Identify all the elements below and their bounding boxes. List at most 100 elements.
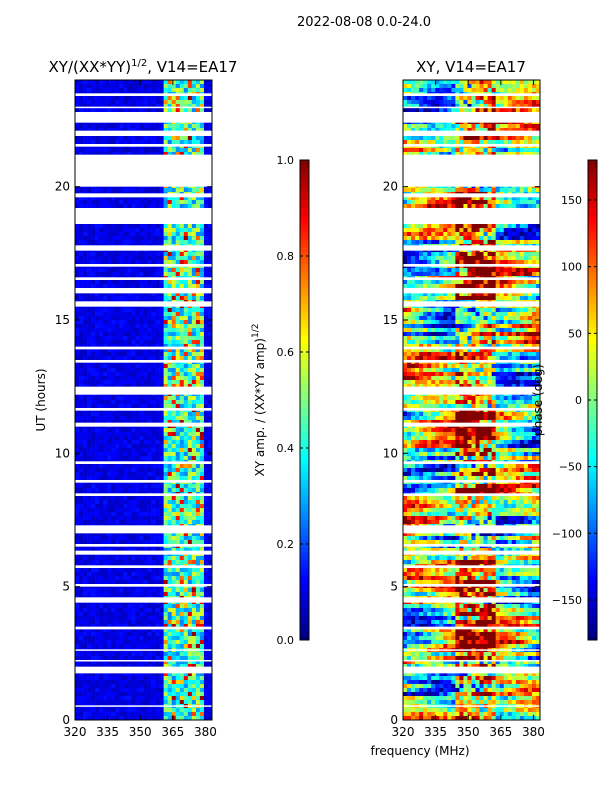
- heat-cell: [99, 240, 104, 245]
- heat-cell: [79, 352, 84, 357]
- heat-cell: [91, 404, 96, 409]
- heat-cell: [119, 572, 124, 577]
- heat-cell: [179, 468, 185, 473]
- heat-cell: [95, 196, 100, 201]
- heat-cell: [127, 636, 132, 641]
- heat-cell: [79, 368, 84, 373]
- heat-cell: [83, 316, 88, 321]
- heat-cell: [87, 100, 92, 105]
- heat-cell: [191, 476, 197, 481]
- heat-cell: [151, 580, 156, 585]
- heat-cell: [159, 128, 164, 133]
- heat-cell: [187, 664, 193, 669]
- heat-cell: [167, 448, 173, 453]
- heat-cell: [79, 124, 84, 129]
- heat-cell: [119, 324, 124, 329]
- heat-cell: [159, 272, 164, 277]
- heat-cell: [199, 124, 205, 129]
- heat-cell: [175, 140, 181, 145]
- heat-cell: [171, 592, 177, 597]
- heat-cell: [83, 340, 88, 345]
- heat-cell: [87, 268, 92, 273]
- heat-cell: [83, 260, 88, 265]
- heat-cell: [135, 108, 140, 113]
- heat-cell: [99, 104, 104, 109]
- heat-cell: [123, 368, 128, 373]
- heat-cell: [159, 632, 164, 637]
- heat-cell: [123, 128, 128, 133]
- heat-cell: [143, 568, 148, 573]
- heat-cell: [107, 556, 112, 561]
- heat-cell: [135, 292, 140, 297]
- heat-cell: [119, 84, 124, 89]
- heat-cell: [111, 368, 116, 373]
- heat-cell: [103, 240, 108, 245]
- heat-cell: [179, 108, 185, 113]
- heat-cell: [171, 136, 177, 141]
- heat-cell: [183, 456, 189, 461]
- heat-cell: [183, 632, 189, 637]
- heat-cell: [107, 432, 112, 437]
- heat-cell: [99, 420, 104, 425]
- heat-cell: [119, 636, 124, 641]
- heat-cell: [139, 224, 144, 229]
- heat-cell: [83, 308, 88, 313]
- heat-cell: [95, 556, 100, 561]
- heat-cell: [127, 444, 132, 449]
- heat-cell: [183, 188, 189, 193]
- heat-cell: [87, 664, 92, 669]
- heat-cell: [195, 640, 201, 645]
- heat-cell: [75, 660, 80, 665]
- heat-cell: [91, 576, 96, 581]
- heat-cell: [151, 476, 156, 481]
- heat-cell: [99, 444, 104, 449]
- heat-cell: [111, 500, 116, 505]
- heat-cell: [115, 108, 120, 113]
- heat-cell: [171, 576, 177, 581]
- heat-cell: [87, 232, 92, 237]
- heat-cell: [147, 284, 152, 289]
- heat-cell: [147, 432, 152, 437]
- heat-cell: [119, 632, 124, 637]
- heat-cell: [167, 380, 173, 385]
- heat-cell: [147, 224, 152, 229]
- heat-cell: [83, 372, 88, 377]
- heat-cell: [171, 468, 177, 473]
- heat-cell: [179, 548, 185, 553]
- heat-cell: [207, 640, 213, 645]
- heat-cell: [75, 148, 80, 153]
- heat-cell: [179, 560, 185, 565]
- heat-cell: [115, 468, 120, 473]
- heat-cell: [147, 312, 152, 317]
- heat-cell: [107, 356, 112, 361]
- heat-cell: [139, 400, 144, 405]
- heat-cell: [187, 428, 193, 433]
- heat-cell: [135, 296, 140, 301]
- heat-cell: [119, 188, 124, 193]
- heat-cell: [155, 612, 160, 617]
- heat-cell: [79, 316, 84, 321]
- heat-cell: [183, 228, 189, 233]
- heat-cell: [119, 428, 124, 433]
- heat-cell: [139, 196, 144, 201]
- heat-cell: [75, 496, 80, 501]
- heat-cell: [191, 432, 197, 437]
- heat-cell: [119, 296, 124, 301]
- heat-cell: [143, 100, 148, 105]
- heat-cell: [167, 532, 173, 537]
- heat-cell: [75, 324, 80, 329]
- heat-cell: [199, 568, 205, 573]
- heat-cell: [103, 224, 108, 229]
- heat-cell: [147, 328, 152, 333]
- heat-cell: [163, 440, 168, 445]
- heat-cell: [155, 152, 160, 157]
- heat-cell: [103, 568, 108, 573]
- heat-cell: [107, 344, 112, 349]
- heat-cell: [155, 280, 160, 285]
- heat-cell: [135, 284, 140, 289]
- heat-cell: [131, 500, 136, 505]
- heat-cell: [171, 108, 177, 113]
- heat-cell: [155, 500, 160, 505]
- heat-cell: [131, 228, 136, 233]
- heat-cell: [175, 612, 181, 617]
